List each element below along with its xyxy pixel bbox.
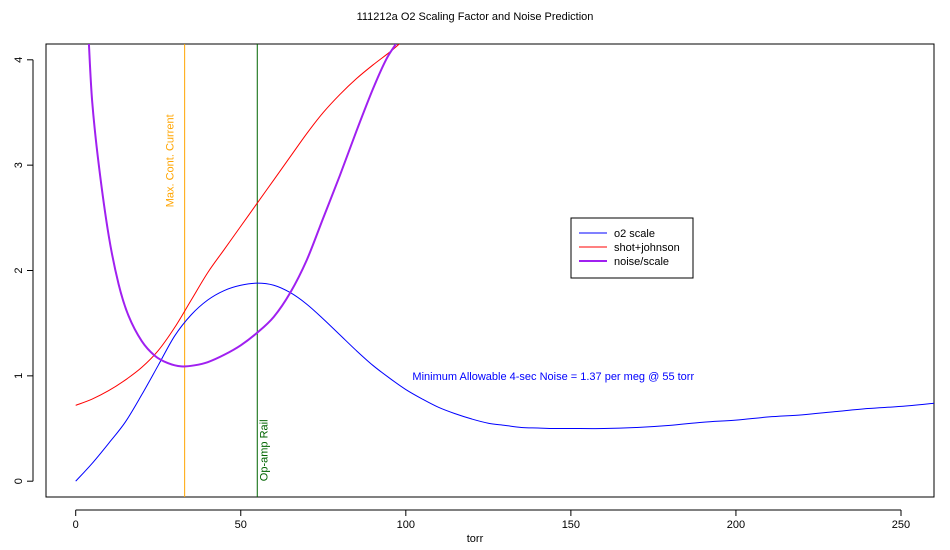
legend: o2 scale shot+johnson noise/scale — [570, 217, 694, 279]
x-tick-label: 0 — [73, 519, 79, 531]
legend-box — [570, 217, 694, 279]
x-tick-label: 150 — [562, 519, 580, 531]
legend-label: noise/scale — [614, 256, 669, 268]
chart-title: 111212a O2 Scaling Factor and Noise Pred… — [357, 11, 594, 23]
series-shot-johnson — [75, 44, 400, 406]
legend-label: o2 scale — [614, 228, 655, 240]
noise-annotation: Minimum Allowable 4-sec Noise = 1.37 per… — [412, 371, 694, 383]
x-tick-label: 50 — [235, 519, 247, 531]
x-tick-label: 250 — [892, 519, 910, 531]
y-tick-label: 3 — [13, 162, 25, 168]
y-tick-label: 2 — [13, 267, 25, 273]
plot-frame — [45, 43, 935, 498]
op-amp-rail-label: Op-amp Rail — [258, 419, 270, 481]
x-tick-label: 200 — [727, 519, 745, 531]
y-tick-label: 4 — [13, 57, 25, 63]
series-noise-scale — [87, 44, 397, 368]
y-tick-label: 0 — [13, 478, 25, 484]
series-o2-scale — [75, 282, 934, 482]
plot-area: 0 50 100 150 200 250 0 1 2 3 4 Max. Cont. Current Op… — [13, 43, 935, 531]
x-axis-label: torr — [467, 533, 484, 545]
max-current-label: Max. Cont. Current — [165, 114, 177, 207]
y-tick-label: 1 — [13, 373, 25, 379]
legend-label: shot+johnson — [614, 242, 680, 254]
x-tick-label: 100 — [397, 519, 415, 531]
